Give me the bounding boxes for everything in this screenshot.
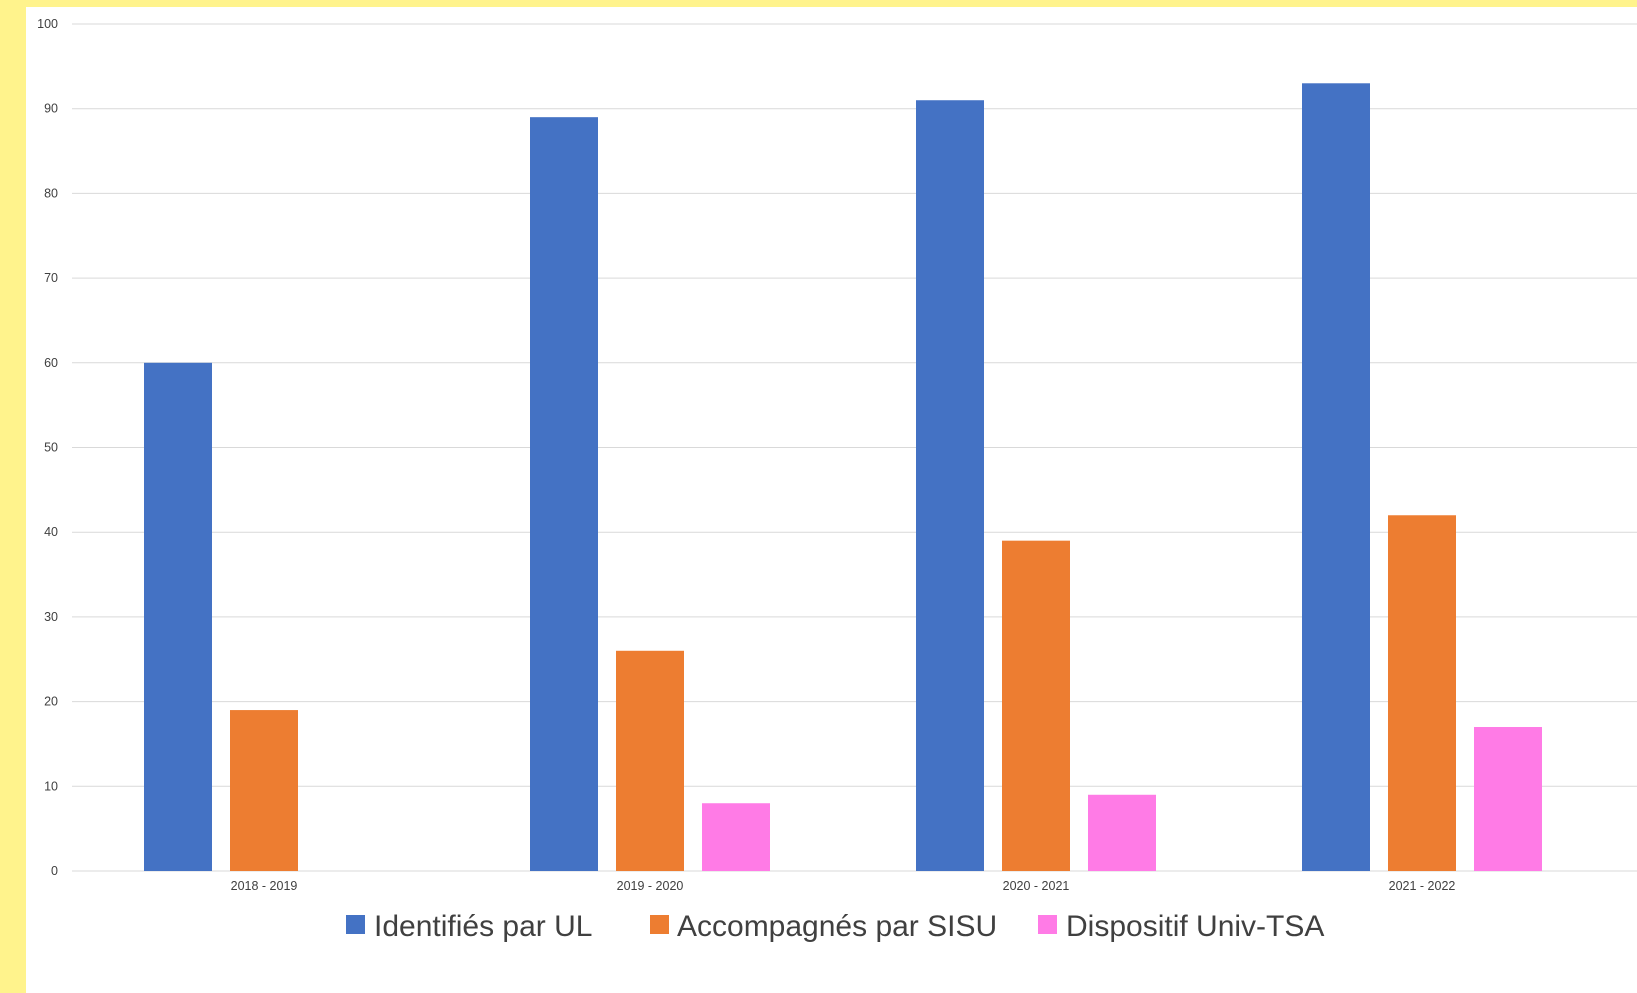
bar-2-1 [230,710,298,871]
bar-3-2 [702,803,770,871]
x-category-label: 2018 - 2019 [231,879,298,893]
bars [144,83,1542,872]
bar-3-3 [1088,794,1156,871]
bar-1-3 [916,100,984,872]
bar-1-4 [1302,83,1370,872]
x-category-label: 2019 - 2020 [617,879,684,893]
legend: Identifiés par UL Accompagnés par SISU Dis… [346,910,1324,943]
legend-label: Identifiés par UL [374,910,592,943]
legend-label: Accompagnés par SISU [677,910,997,943]
y-tick-label: 20 [44,695,58,709]
bar-2-2 [616,650,684,871]
y-tick-label: 80 [44,186,58,200]
legend-label: Dispositif Univ-TSA [1066,910,1324,943]
legend-swatch [1038,915,1057,934]
legend-swatch [346,915,365,934]
bar-1-1 [144,362,212,871]
y-tick-label: 30 [44,610,58,624]
bar-3-4 [1474,727,1542,871]
y-tick-label: 70 [44,271,58,285]
bar-2-4 [1388,515,1456,871]
y-tick-label: 10 [44,779,58,793]
bar-2-3 [1002,540,1070,871]
bar-chart: 0 10 20 30 40 50 60 70 80 90 100 2018 - 2019 2019 -… [37,17,1637,943]
y-tick-label: 60 [44,356,58,370]
y-tick-label: 0 [51,864,58,878]
legend-swatch [650,915,669,934]
chart-canvas: 0 10 20 30 40 50 60 70 80 90 100 2018 - 2019 2019 -… [26,7,1637,993]
gridlines [72,23,1637,872]
y-tick-label: 90 [44,102,58,116]
legend-item-1: Identifiés par UL [346,910,592,943]
x-category-label: 2021 - 2022 [1389,879,1456,893]
x-category-label: 2020 - 2021 [1003,879,1070,893]
legend-item-2: Accompagnés par SISU [650,910,997,943]
y-tick-label: 40 [44,525,58,539]
legend-item-3: Dispositif Univ-TSA [1038,910,1324,943]
y-tick-label: 100 [37,17,58,31]
y-tick-label: 50 [44,441,58,455]
bar-1-2 [530,117,598,872]
y-axis-ticks: 0 10 20 30 40 50 60 70 80 90 100 [37,17,58,878]
x-axis-categories: 2018 - 2019 2019 - 2020 2020 - 2021 2021 - … [231,879,1456,893]
